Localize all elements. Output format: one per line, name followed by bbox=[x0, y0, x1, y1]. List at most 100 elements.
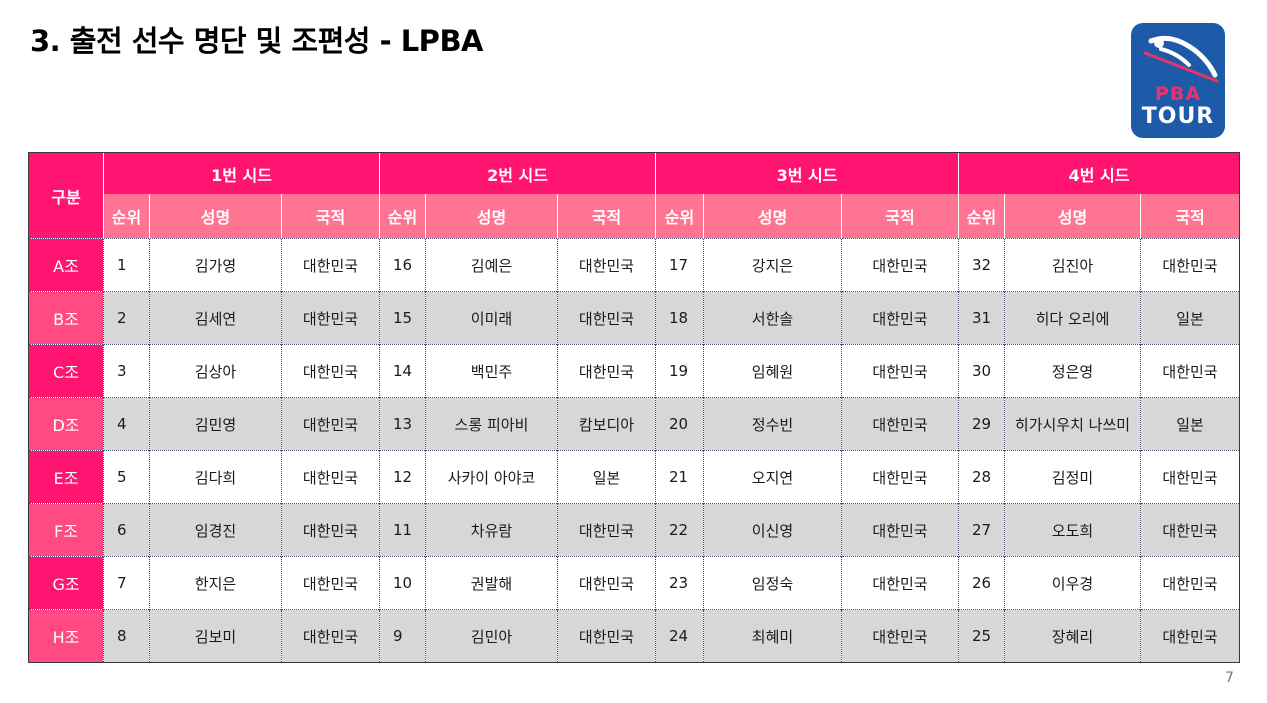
name-header: 성명 bbox=[425, 194, 558, 239]
name-cell: 이신영 bbox=[703, 503, 842, 557]
group-cell: A조 bbox=[28, 238, 104, 292]
rank-cell: 23 bbox=[655, 556, 704, 610]
name-cell: 김정미 bbox=[1004, 450, 1141, 504]
table-row: D조 4 김민영 대한민국 13 스롱 피아비 캄보디아 20 정수빈 대한민국 29 히가시우치 나… bbox=[28, 397, 1240, 451]
country-cell: 대한민국 bbox=[281, 238, 380, 292]
group-cell: C조 bbox=[28, 344, 104, 398]
name-cell: 정은영 bbox=[1004, 344, 1141, 398]
table-row: E조 5 김다희 대한민국 12 사카이 아야코 일본 21 오지연 대한민국 28 김정미 대한민국 bbox=[28, 450, 1240, 504]
name-cell: 김가영 bbox=[149, 238, 282, 292]
seed-header-row: 구분 1번 시드 2번 시드 3번 시드 4번 시드 bbox=[28, 152, 1240, 239]
rank-header: 순위 bbox=[379, 194, 426, 239]
rank-header: 순위 bbox=[103, 194, 150, 239]
table-row: A조 1 김가영 대한민국 16 김예은 대한민국 17 강지은 대한민국 32 김진아 대한민국 bbox=[28, 238, 1240, 292]
group-cell: F조 bbox=[28, 503, 104, 557]
rank-cell: 4 bbox=[103, 397, 150, 451]
country-cell: 대한민국 bbox=[281, 397, 380, 451]
name-cell: 히가시우치 나쓰미 bbox=[1004, 397, 1141, 451]
country-cell: 대한민국 bbox=[841, 450, 959, 504]
country-cell: 대한민국 bbox=[557, 291, 656, 345]
country-cell: 대한민국 bbox=[841, 238, 959, 292]
rank-cell: 25 bbox=[958, 609, 1005, 663]
country-cell: 대한민국 bbox=[281, 291, 380, 345]
name-cell: 히다 오리에 bbox=[1004, 291, 1141, 345]
name-cell: 정수빈 bbox=[703, 397, 842, 451]
rank-cell: 8 bbox=[103, 609, 150, 663]
rank-cell: 17 bbox=[655, 238, 704, 292]
country-cell: 대한민국 bbox=[557, 344, 656, 398]
rank-cell: 19 bbox=[655, 344, 704, 398]
name-cell: 스롱 피아비 bbox=[425, 397, 558, 451]
country-cell: 대한민국 bbox=[281, 503, 380, 557]
seed-header-1: 1번 시드 bbox=[103, 152, 380, 194]
rank-cell: 30 bbox=[958, 344, 1005, 398]
rank-cell: 13 bbox=[379, 397, 426, 451]
rank-cell: 21 bbox=[655, 450, 704, 504]
name-cell: 김민아 bbox=[425, 609, 558, 663]
country-cell: 대한민국 bbox=[557, 238, 656, 292]
name-cell: 최혜미 bbox=[703, 609, 842, 663]
country-cell: 대한민국 bbox=[841, 609, 959, 663]
country-cell: 대한민국 bbox=[281, 609, 380, 663]
name-header: 성명 bbox=[1004, 194, 1141, 239]
rank-cell: 22 bbox=[655, 503, 704, 557]
rank-cell: 24 bbox=[655, 609, 704, 663]
rank-cell: 32 bbox=[958, 238, 1005, 292]
country-cell: 일본 bbox=[557, 450, 656, 504]
logo-tour-text: TOUR bbox=[1141, 104, 1215, 129]
country-cell: 대한민국 bbox=[841, 503, 959, 557]
country-cell: 대한민국 bbox=[1140, 556, 1240, 610]
name-header: 성명 bbox=[703, 194, 842, 239]
name-cell: 오지연 bbox=[703, 450, 842, 504]
seed-header-4: 4번 시드 bbox=[958, 152, 1240, 194]
country-header: 국적 bbox=[557, 194, 656, 239]
table-row: F조 6 임경진 대한민국 11 차유람 대한민국 22 이신영 대한민국 27 오도희 대한민국 bbox=[28, 503, 1240, 557]
name-cell: 김진아 bbox=[1004, 238, 1141, 292]
rank-header: 순위 bbox=[958, 194, 1005, 239]
country-cell: 대한민국 bbox=[557, 503, 656, 557]
rank-cell: 7 bbox=[103, 556, 150, 610]
table-row: H조 8 김보미 대한민국 9 김민아 대한민국 24 최혜미 대한민국 25 장혜리 대한민국 bbox=[28, 609, 1240, 663]
rank-header: 순위 bbox=[655, 194, 704, 239]
rank-cell: 16 bbox=[379, 238, 426, 292]
name-header: 성명 bbox=[149, 194, 282, 239]
name-cell: 이미래 bbox=[425, 291, 558, 345]
country-cell: 대한민국 bbox=[281, 344, 380, 398]
rank-cell: 20 bbox=[655, 397, 704, 451]
name-cell: 김세연 bbox=[149, 291, 282, 345]
country-cell: 대한민국 bbox=[557, 609, 656, 663]
country-cell: 대한민국 bbox=[1140, 503, 1240, 557]
page-title: 3. 출전 선수 명단 및 조편성 - LPBA bbox=[30, 24, 484, 58]
name-cell: 권발해 bbox=[425, 556, 558, 610]
rank-cell: 12 bbox=[379, 450, 426, 504]
rank-cell: 2 bbox=[103, 291, 150, 345]
name-cell: 장혜리 bbox=[1004, 609, 1141, 663]
rank-cell: 11 bbox=[379, 503, 426, 557]
country-cell: 대한민국 bbox=[281, 556, 380, 610]
rank-cell: 26 bbox=[958, 556, 1005, 610]
country-header: 국적 bbox=[1140, 194, 1240, 239]
country-cell: 대한민국 bbox=[1140, 344, 1240, 398]
rank-cell: 14 bbox=[379, 344, 426, 398]
table-row: B조 2 김세연 대한민국 15 이미래 대한민국 18 서한솔 대한민국 31 히다 오리에 일본 bbox=[28, 291, 1240, 345]
rank-cell: 3 bbox=[103, 344, 150, 398]
table-row: C조 3 김상아 대한민국 14 백민주 대한민국 19 임혜원 대한민국 30 정은영 대한민국 bbox=[28, 344, 1240, 398]
group-cell: E조 bbox=[28, 450, 104, 504]
name-cell: 백민주 bbox=[425, 344, 558, 398]
rank-cell: 6 bbox=[103, 503, 150, 557]
name-cell: 김보미 bbox=[149, 609, 282, 663]
country-cell: 대한민국 bbox=[557, 556, 656, 610]
group-cell: B조 bbox=[28, 291, 104, 345]
group-header: 구분 bbox=[28, 152, 104, 239]
name-cell: 임경진 bbox=[149, 503, 282, 557]
rank-cell: 9 bbox=[379, 609, 426, 663]
rank-cell: 10 bbox=[379, 556, 426, 610]
name-cell: 차유람 bbox=[425, 503, 558, 557]
name-cell: 임혜원 bbox=[703, 344, 842, 398]
country-header: 국적 bbox=[281, 194, 380, 239]
country-cell: 대한민국 bbox=[841, 397, 959, 451]
country-cell: 대한민국 bbox=[841, 291, 959, 345]
country-cell: 대한민국 bbox=[1140, 609, 1240, 663]
country-cell: 캄보디아 bbox=[557, 397, 656, 451]
country-cell: 대한민국 bbox=[1140, 238, 1240, 292]
